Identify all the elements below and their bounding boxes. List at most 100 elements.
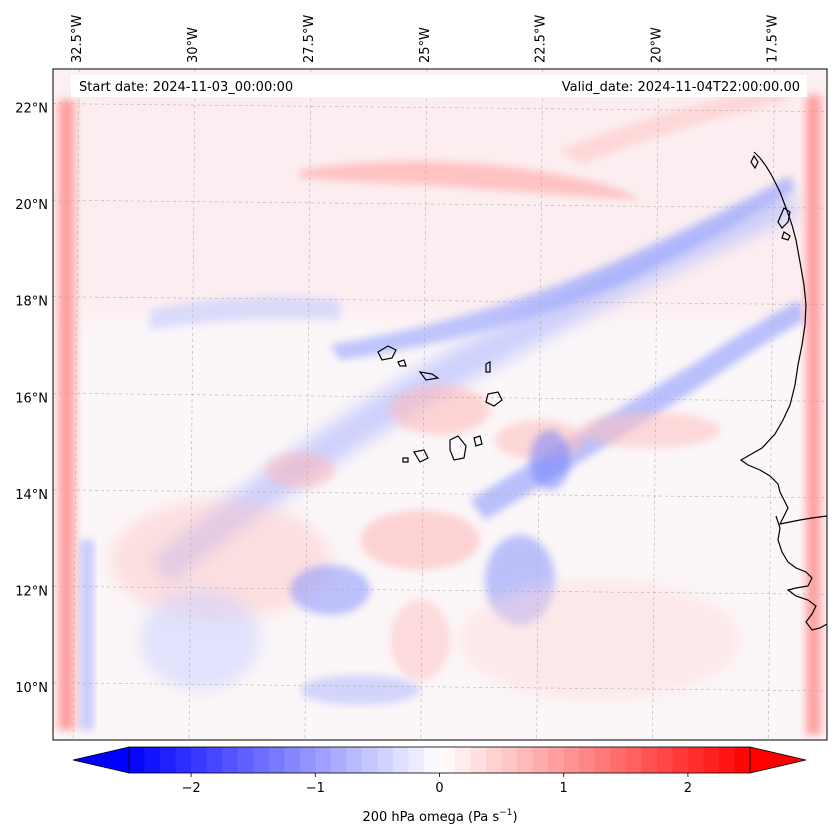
field-blue-strip-west [80, 540, 94, 730]
colorbar-cell [656, 747, 673, 773]
colorbar-cell [222, 747, 239, 773]
colorbar-cell [548, 747, 565, 773]
island-santiago [449, 435, 467, 461]
island-fogo [413, 449, 429, 463]
colorbar-cell [734, 747, 751, 773]
field-red-blob-5 [265, 452, 335, 488]
field-red-blob-2 [390, 385, 490, 435]
lon-tick-label: 30°W [186, 27, 201, 63]
island-sao-nicolau [418, 371, 440, 381]
colorbar-label: 200 hPa omega (Pa s−1) [362, 808, 517, 825]
colorbar-cell [160, 747, 177, 773]
colorbar-cell [299, 747, 316, 773]
longitude-labels: 32.5°W 30°W 27.5°W 25°W 22.5°W 20°W 17.5°W [70, 15, 780, 63]
valid-date-label: Valid_date: 2024-11-04T22:00:00.00 [562, 80, 800, 95]
gridlines [53, 69, 827, 740]
gridline-lon [72, 69, 80, 740]
latitude-labels: 22°N 20°N 18°N 16°N 14°N 12°N 10°N [15, 102, 48, 696]
colorbar-cell [315, 747, 332, 773]
field-red-strip-west [56, 100, 78, 730]
map-frame [52, 68, 828, 741]
map-panel: Start date: 2024-11-03_00:00:00 Valid_da… [52, 68, 828, 741]
lat-tick-label: 20°N [15, 198, 48, 213]
field-blue-sw [140, 590, 260, 690]
colorbar-tick-label: 1 [560, 781, 568, 796]
coastlines [377, 151, 827, 631]
island-sao-vicente [397, 359, 407, 367]
lon-tick-label: 32.5°W [70, 15, 85, 63]
coast-banc-arguin [777, 207, 791, 229]
lon-tick-label: 20°W [650, 27, 665, 63]
lat-tick-label: 22°N [15, 102, 48, 117]
island-maio [473, 435, 483, 447]
colorbar-cell [423, 747, 441, 773]
gridline-lon [652, 69, 659, 740]
gridline-lon [768, 69, 775, 740]
colorbar-cell [191, 747, 208, 773]
colorbar-cell [517, 747, 534, 773]
colorbar-cell [129, 747, 146, 773]
colorbar-cell [377, 747, 394, 773]
island-boa-vista [485, 391, 503, 407]
colorbar-cell [672, 747, 689, 773]
lat-tick-label: 12°N [15, 584, 48, 599]
island-sal [485, 361, 491, 373]
island-brava [402, 457, 409, 463]
colorbar-cell [470, 747, 487, 773]
colorbar-cell [501, 747, 518, 773]
gridline-lon [304, 69, 312, 740]
gridline-lon [188, 69, 196, 740]
colorbar-cell [268, 747, 285, 773]
colorbar-cell [718, 747, 736, 773]
field-red-sw [110, 500, 330, 620]
field-red-blob-1 [360, 510, 480, 570]
colorbar-cell [253, 747, 270, 773]
start-date-label: Start date: 2024-11-03_00:00:00 [79, 80, 293, 95]
colorbar-tick-label: −1 [306, 781, 325, 796]
coast-cape-blanc [750, 154, 759, 170]
colorbar-cell [408, 747, 425, 773]
colorbar-extend-max [749, 746, 807, 774]
colorbar-cell [206, 747, 223, 773]
lat-tick-label: 14°N [15, 488, 48, 503]
gridline-lon [420, 69, 428, 740]
colorbar-cell [703, 747, 720, 773]
lon-tick-label: 17.5°W [765, 15, 780, 63]
field-blue-blob-3 [530, 430, 570, 490]
colorbar-extend-min [72, 746, 130, 774]
field-red-streak-ne [560, 85, 790, 165]
lon-tick-label: 27.5°W [302, 15, 317, 63]
colorbar: −2 −1 0 1 2 200 hPa omega (Pa s−1) [72, 746, 807, 825]
field-red-blob-6 [390, 600, 450, 680]
colorbar-cell [532, 747, 549, 773]
coast-mainland-south [775, 515, 827, 631]
field-blue-band-main [150, 190, 800, 585]
colorbar-tick-label: 0 [435, 781, 443, 796]
colorbar-cell [594, 747, 611, 773]
island-santo-antao [377, 345, 397, 361]
colorbar-cell [237, 747, 254, 773]
field-red-band-north [300, 161, 640, 200]
field-red-strip-east [804, 95, 824, 735]
field-red-blob-4 [580, 412, 720, 448]
colorbar-cell [610, 747, 627, 773]
lat-tick-label: 10°N [15, 681, 48, 696]
colorbar-label-close: ) [512, 810, 517, 825]
field-pink-south [460, 580, 740, 700]
colorbar-cell [486, 747, 503, 773]
colorbar-cell [439, 747, 456, 773]
colorbar-cell [175, 747, 192, 773]
colorbar-gradient [129, 747, 751, 773]
colorbar-cell [563, 747, 580, 773]
colorbar-tick-label: 2 [684, 781, 692, 796]
colorbar-cell [641, 747, 658, 773]
field-blue-blob-4 [300, 675, 420, 705]
omega-field [53, 69, 827, 735]
field-blue-blob-1 [290, 565, 370, 615]
gridline-lon [536, 69, 543, 740]
colorbar-cell [455, 747, 472, 773]
field-blue-west [150, 296, 340, 330]
colorbar-ticks: −2 −1 0 1 2 [182, 773, 692, 796]
colorbar-cell [346, 747, 363, 773]
